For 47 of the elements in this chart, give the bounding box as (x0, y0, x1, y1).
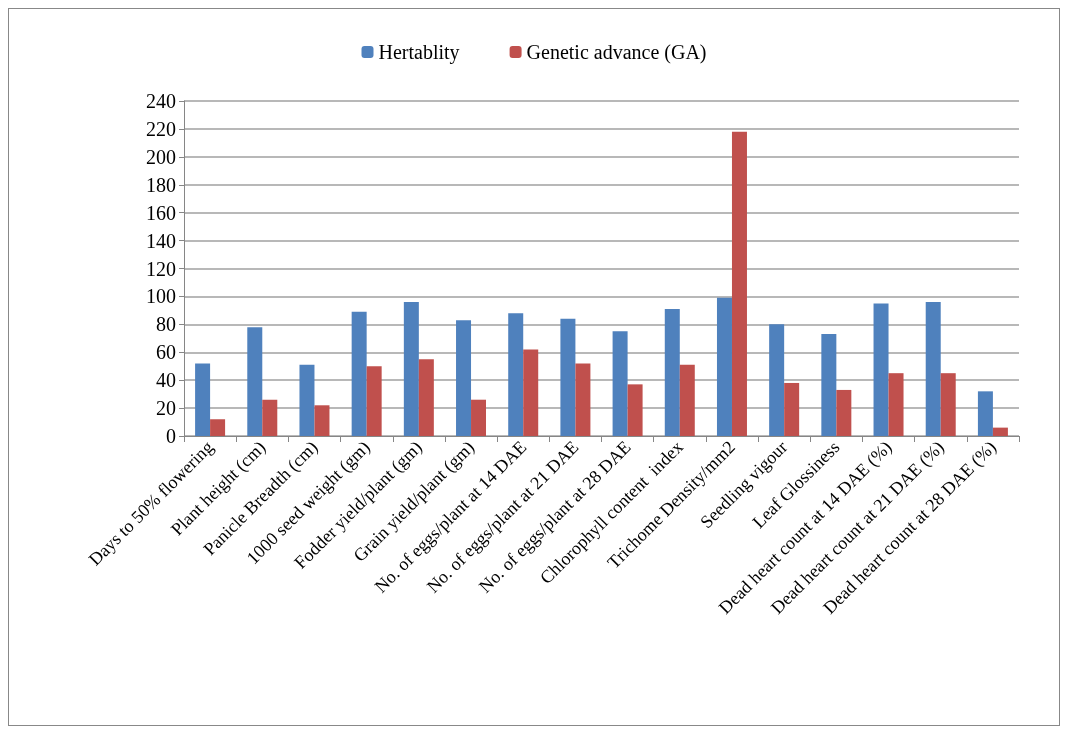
bar (836, 389, 852, 436)
y-tick-label: 220 (146, 117, 176, 140)
bar (456, 320, 472, 436)
legend-label: Hertablity (378, 41, 460, 64)
y-tick-label: 200 (146, 145, 176, 168)
y-tick-label: 240 (146, 90, 176, 112)
bar (992, 427, 1008, 436)
bar (247, 327, 263, 436)
bar (977, 391, 993, 436)
bar (314, 405, 330, 436)
bar (731, 131, 747, 436)
bar (366, 366, 382, 436)
y-tick-label: 140 (146, 229, 176, 252)
bar (784, 382, 800, 436)
bar (940, 373, 956, 436)
y-tick-label: 160 (146, 201, 176, 224)
bar (262, 399, 278, 436)
bar (210, 419, 226, 436)
y-tick-label: 20 (156, 397, 176, 420)
y-tick-label: 0 (166, 425, 176, 447)
bar (821, 334, 837, 436)
bar (716, 297, 732, 436)
bar (403, 302, 419, 436)
bar (627, 384, 643, 436)
bar (769, 324, 785, 436)
bar (612, 331, 628, 436)
bar (299, 364, 315, 436)
legend-label: Genetic advance (GA) (526, 41, 707, 64)
bar (523, 349, 539, 436)
bar (664, 308, 680, 436)
y-tick-label: 60 (156, 341, 176, 364)
y-tick-label: 100 (146, 285, 176, 308)
bar (508, 313, 524, 436)
bar (925, 302, 941, 436)
y-tick-label: 120 (146, 257, 176, 280)
bar (195, 363, 211, 436)
bar (873, 303, 889, 436)
y-tick-label: 80 (156, 313, 176, 336)
y-tick-label: 40 (156, 369, 176, 392)
bar (351, 311, 367, 436)
bar (560, 318, 576, 436)
bar (418, 359, 434, 436)
bar (888, 373, 904, 436)
y-tick-label: 180 (146, 173, 176, 196)
bar (575, 363, 591, 436)
bar (679, 364, 695, 436)
bar (471, 399, 487, 436)
